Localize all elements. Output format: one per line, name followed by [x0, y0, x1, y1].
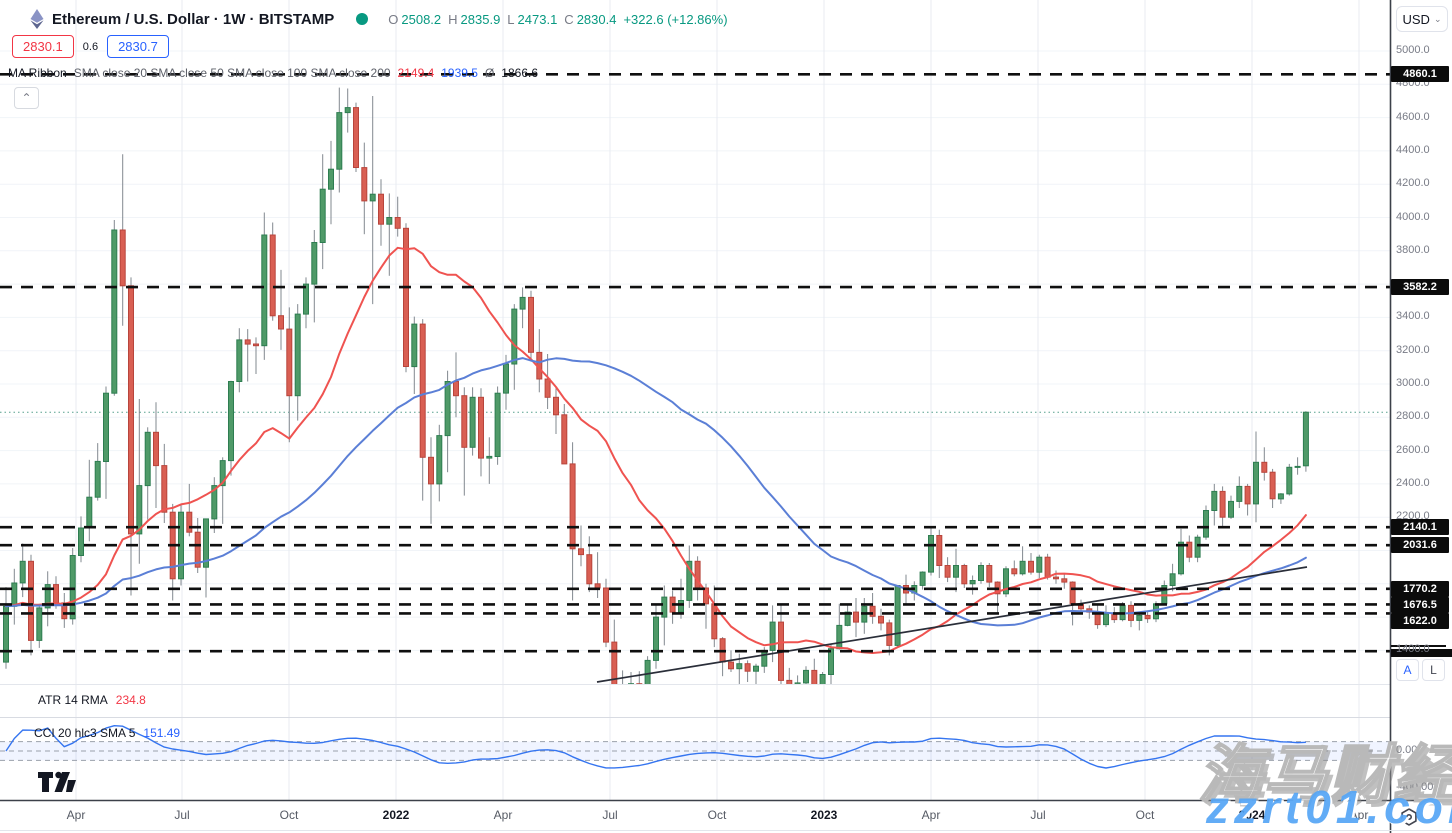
time-axis-year-label: 2024 — [1238, 808, 1266, 822]
currency-selector[interactable]: USD ⌄ — [1396, 6, 1448, 32]
ohlc-low-label: L — [507, 11, 515, 27]
ma-ribbon-params: SMA close 20 SMA close 50 SMA close 100 … — [73, 66, 391, 80]
time-axis-month-label: Jul — [1030, 808, 1046, 822]
price-axis-label: 4200.0 — [1396, 177, 1430, 189]
cci-axis-label: 0.00 — [1396, 744, 1418, 756]
time-axis-month-label: Jul — [602, 808, 618, 822]
time-axis-month-label: Oct — [279, 808, 299, 822]
time-axis-month-label: Apr — [66, 808, 86, 822]
log-scale-label: L — [1430, 663, 1437, 677]
ohlc-open-label: O — [388, 11, 399, 27]
sell-price-button[interactable]: 2830.1 — [12, 35, 74, 58]
collapse-legend-button[interactable]: ⌃ — [14, 87, 39, 109]
ma-ribbon-title: MA Ribbon — [8, 66, 67, 80]
change-readout: +322.6 (+12.86%) — [623, 11, 728, 27]
time-axis-month-label: Oct — [1135, 808, 1155, 822]
atr-value: 234.8 — [115, 693, 146, 707]
price-level-label: 1676.5 — [1391, 597, 1449, 613]
ohlc-open-value: 2508.2 — [401, 11, 442, 27]
auto-scale-button[interactable]: A — [1396, 659, 1419, 681]
market-status-dot[interactable] — [356, 13, 369, 25]
time-axis-year-label: 2022 — [382, 808, 410, 822]
ohlc-close-value: 2830.4 — [576, 11, 617, 27]
time-axis-month-label: Apr — [493, 808, 513, 822]
symbol-title[interactable]: Ethereum / U.S. Dollar · 1W · BITSTAMP — [52, 10, 335, 28]
ohlc-close-label: C — [564, 11, 574, 27]
cci-axis-label: -400.00 — [1396, 781, 1434, 793]
currency-label: USD — [1402, 11, 1430, 27]
price-axis-label: 2800.0 — [1396, 410, 1430, 422]
price-axis-label: 3400.0 — [1396, 310, 1430, 322]
price-level-label: 2140.1 — [1391, 519, 1449, 535]
log-scale-button[interactable]: L — [1422, 659, 1445, 681]
ma-ribbon-sma20-value: 2149.4 — [397, 66, 435, 80]
time-axis-year-label: 2023 — [810, 808, 838, 822]
timezone-clock-icon[interactable] — [1400, 808, 1418, 831]
buy-price-button[interactable]: 2830.7 — [107, 35, 169, 58]
ma-ribbon-sma50-value: 1939.5 — [441, 66, 478, 80]
chevron-up-icon: ⌃ — [21, 91, 32, 105]
cci-legend[interactable]: CCI 20 hlc3 SMA 5 151.49 — [34, 726, 180, 740]
price-level-label: 1622.0 — [1391, 613, 1449, 629]
price-level-label: 2031.6 — [1391, 537, 1449, 553]
price-level-label: 3582.2 — [1391, 279, 1449, 295]
time-axis-month-label: Oct — [707, 808, 727, 822]
tradingview-logo[interactable] — [38, 770, 76, 799]
ohlc-high-label: H — [448, 11, 458, 27]
ma-ribbon-legend[interactable]: MA Ribbon SMA close 20 SMA close 50 SMA … — [8, 66, 538, 80]
time-axis-month-label: Jul — [174, 808, 190, 822]
ma-ribbon-sma200-value: 1866.6 — [501, 66, 538, 80]
price-axis-label: 2600.0 — [1396, 444, 1430, 456]
price-axis-label: 2400.0 — [1396, 477, 1430, 489]
price-level-label: 4860.1 — [1391, 66, 1449, 82]
cci-value: 151.49 — [143, 726, 181, 740]
chevron-down-icon: ⌄ — [1433, 13, 1442, 24]
ohlc-low-value: 2473.1 — [517, 11, 558, 27]
price-axis-label: 3800.0 — [1396, 244, 1430, 256]
ma-ribbon-sma100-value: Ø — [484, 66, 495, 80]
ohlc-high-value: 2835.9 — [460, 11, 501, 27]
price-level-label: 1770.2 — [1391, 581, 1449, 597]
price-axis-label: 3200.0 — [1396, 344, 1430, 356]
atr-legend[interactable]: ATR 14 RMA 234.8 — [38, 693, 146, 707]
cci-name: CCI 20 hlc3 SMA 5 — [34, 726, 136, 740]
ethereum-logo-icon — [30, 9, 44, 29]
ohlc-readout: O 2508.2 H 2835.9 L 2473.1 C 2830.4 +322.6 (… — [388, 12, 727, 27]
price-axis-label: 3000.0 — [1396, 377, 1430, 389]
time-axis-month-label: Apr — [921, 808, 941, 822]
time-axis-month-label: Apr — [1349, 808, 1369, 822]
price-axis-label: 4400.0 — [1396, 144, 1430, 156]
price-axis-label: 4600.0 — [1396, 111, 1430, 123]
price-axis-label: 1400.0 — [1396, 643, 1430, 655]
atr-name: ATR 14 RMA — [38, 693, 108, 707]
auto-scale-label: A — [1403, 663, 1412, 677]
price-axis-label: 4000.0 — [1396, 211, 1430, 223]
price-axis-label: 5000.0 — [1396, 44, 1430, 56]
spread-value: 0.6 — [82, 40, 99, 53]
